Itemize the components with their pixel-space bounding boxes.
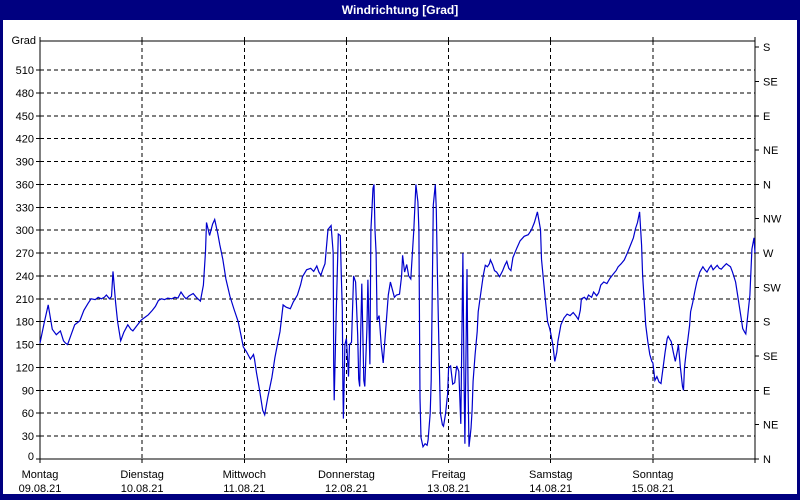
x-axis-weekday-label: Sonntag <box>632 469 673 481</box>
x-axis-date-label: 09.08.21 <box>19 483 62 495</box>
compass-tick-label: NE <box>763 420 778 432</box>
compass-tick-label: N <box>763 454 771 466</box>
compass-tick-label: W <box>763 248 774 260</box>
compass-tick-label: N <box>763 179 771 191</box>
y-axis-unit-label: Grad <box>12 35 36 47</box>
y-axis-tick-label: 300 <box>16 225 34 237</box>
chart-panel <box>3 20 797 494</box>
y-axis-tick-label: 360 <box>16 179 34 191</box>
window-titlebar[interactable]: Windrichtung [Grad] <box>0 0 800 20</box>
y-axis-tick-label: 270 <box>16 248 34 260</box>
y-axis-tick-label: 510 <box>16 65 34 77</box>
y-axis-tick-label: 390 <box>16 157 34 169</box>
compass-tick-label: SW <box>763 282 781 294</box>
y-axis-tick-label: 0 <box>28 451 34 463</box>
compass-tick-label: E <box>763 111 770 123</box>
compass-tick-label: NE <box>763 145 778 157</box>
y-axis-tick-label: 90 <box>22 385 34 397</box>
plot-border <box>39 40 756 460</box>
compass-tick-label: S <box>763 317 770 329</box>
y-axis-tick-label: 450 <box>16 111 34 123</box>
x-axis-date-label: 15.08.21 <box>631 483 674 495</box>
x-axis-weekday-label: Donnerstag <box>318 469 375 481</box>
compass-tick-label: S <box>763 42 770 54</box>
x-axis-date-label: 11.08.21 <box>223 483 265 495</box>
x-axis-weekday-label: Freitag <box>431 469 465 481</box>
y-axis-tick-label: 180 <box>16 317 34 329</box>
x-axis-weekday-label: Montag <box>22 469 59 481</box>
x-axis-weekday-label: Samstag <box>529 469 572 481</box>
y-axis-tick-label: 30 <box>22 431 34 443</box>
window-title: Windrichtung [Grad] <box>341 3 459 17</box>
compass-tick-label: E <box>763 385 770 397</box>
y-axis-tick-label: 210 <box>16 294 34 306</box>
y-axis-tick-label: 480 <box>16 88 34 100</box>
compass-tick-label: SE <box>763 351 778 363</box>
x-axis-date-label: 12.08.21 <box>325 483 368 495</box>
compass-tick-label: SE <box>763 76 778 88</box>
x-axis-weekday-label: Mittwoch <box>223 469 266 481</box>
x-axis-weekday-label: Dienstag <box>120 469 163 481</box>
y-axis-tick-label: 330 <box>16 202 34 214</box>
wind-direction-line <box>39 184 756 449</box>
x-axis-date-label: 13.08.21 <box>427 483 470 495</box>
x-axis-date-label: 14.08.21 <box>529 483 572 495</box>
y-axis-tick-label: 240 <box>16 271 34 283</box>
y-axis-tick-label: 420 <box>16 134 34 146</box>
y-axis-tick-label: 120 <box>16 362 34 374</box>
y-axis-tick-label: 60 <box>22 408 34 420</box>
x-axis-date-label: 10.08.21 <box>121 483 164 495</box>
compass-tick-label: NW <box>763 214 782 226</box>
y-axis-tick-label: 150 <box>16 340 34 352</box>
